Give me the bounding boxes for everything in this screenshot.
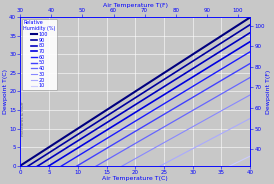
X-axis label: Air Temperature T(F): Air Temperature T(F) [103,3,168,8]
X-axis label: Air Temperature T(C): Air Temperature T(C) [102,176,168,181]
Text: meteoros & stuff: meteoros & stuff [21,101,25,135]
Y-axis label: Dewpoint T(F): Dewpoint T(F) [266,69,271,114]
Y-axis label: Dewpoint T(C): Dewpoint T(C) [3,69,8,114]
Legend: 100, 90, 80, 70, 60, 50, 40, 30, 20, 10: 100, 90, 80, 70, 60, 50, 40, 30, 20, 10 [22,19,57,90]
